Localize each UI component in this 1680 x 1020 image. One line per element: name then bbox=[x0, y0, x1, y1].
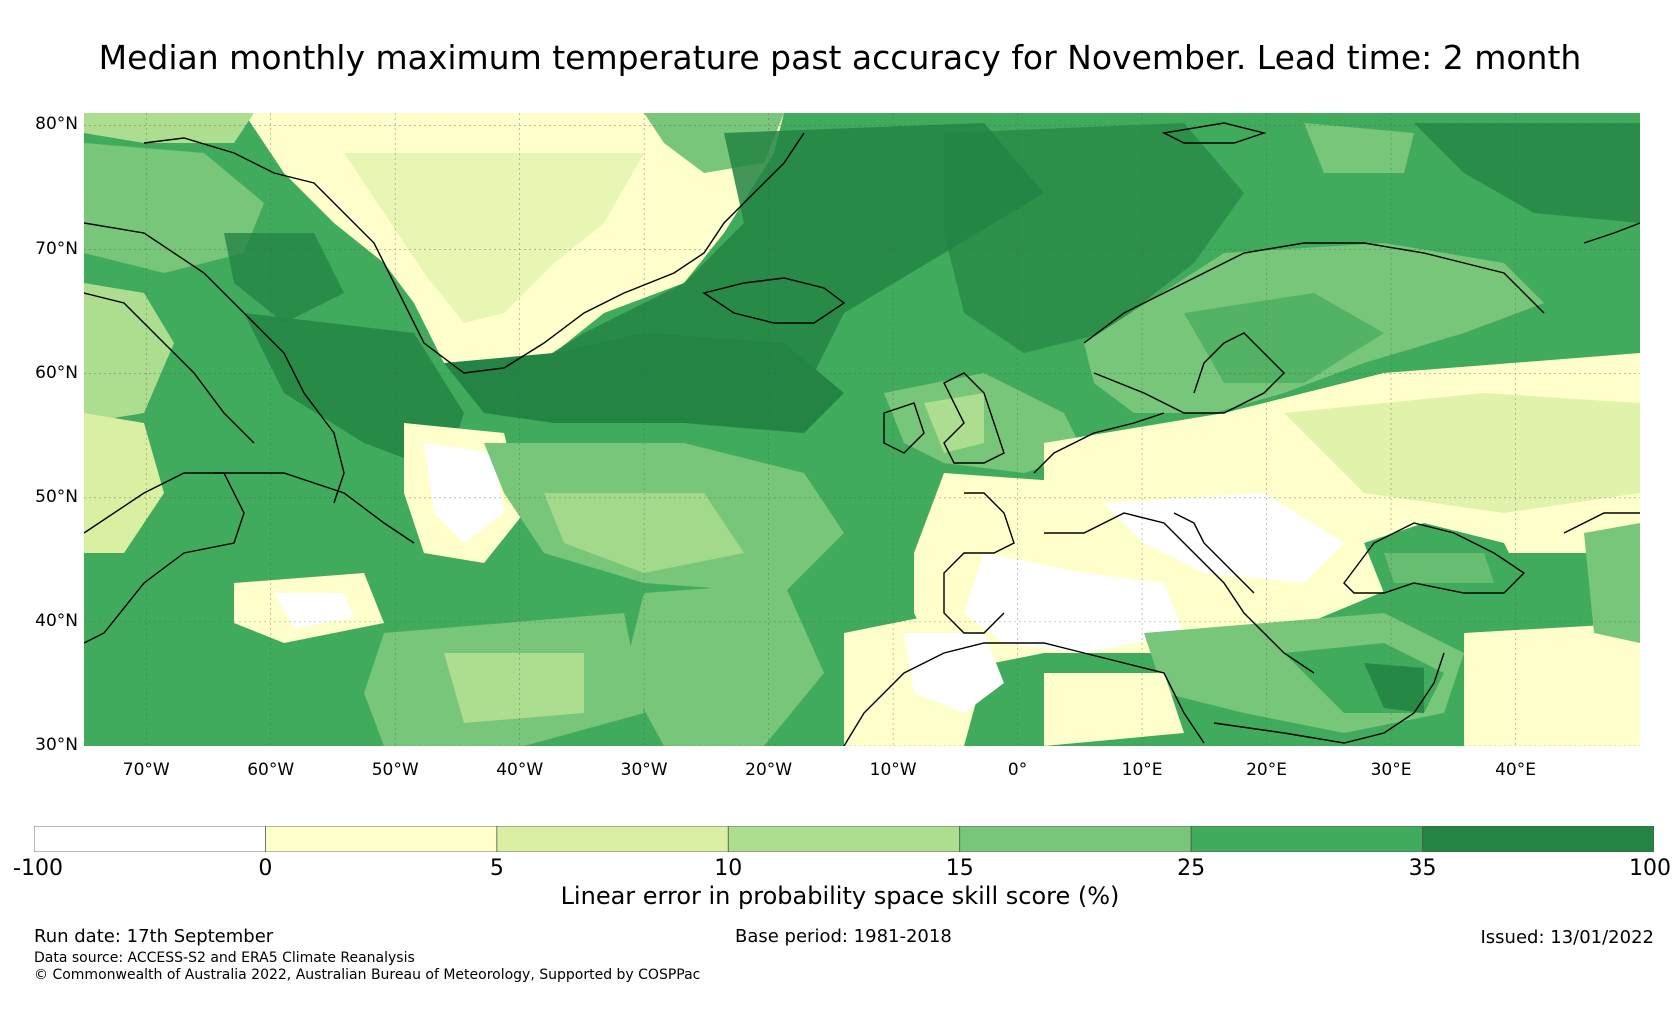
colorbar-tick-label: 35 bbox=[1408, 856, 1437, 881]
longitude-label: 70°W bbox=[122, 760, 170, 780]
longitude-label: 40°W bbox=[496, 760, 544, 780]
colorbar-segment bbox=[496, 826, 729, 852]
longitude-label: 30°W bbox=[620, 760, 668, 780]
longitude-label: 50°W bbox=[371, 760, 419, 780]
issued-date: Issued: 13/01/2022 bbox=[1480, 927, 1654, 948]
longitude-label: 60°W bbox=[247, 760, 295, 780]
longitude-label: 10°E bbox=[1121, 760, 1163, 780]
coastlines bbox=[84, 122, 1640, 746]
skill-score-map bbox=[84, 113, 1640, 746]
longitude-label: 10°W bbox=[869, 760, 917, 780]
colorbar bbox=[34, 826, 1654, 852]
latitude-label: 60°N bbox=[35, 362, 78, 383]
colorbar-segment bbox=[959, 826, 1192, 852]
longitude-label: 40°E bbox=[1495, 760, 1536, 780]
latitude-label: 80°N bbox=[35, 114, 78, 135]
longitude-label: 30°E bbox=[1370, 760, 1412, 780]
longitude-label: 20°W bbox=[745, 760, 793, 780]
graticule bbox=[84, 113, 1640, 746]
colorbar-tick-label: 5 bbox=[489, 856, 504, 881]
longitude-label: 20°E bbox=[1246, 760, 1287, 780]
longitude-label: 0° bbox=[1007, 760, 1028, 780]
data-source: Data source: ACCESS-S2 and ERA5 Climate … bbox=[34, 950, 415, 966]
colorbar-segment bbox=[34, 826, 266, 852]
colorbar-segment bbox=[727, 826, 961, 852]
skill-score-field bbox=[84, 113, 1640, 746]
colorbar-tick-label: 10 bbox=[714, 856, 743, 881]
colorbar-tick-label: 25 bbox=[1177, 856, 1206, 881]
colorbar-segment bbox=[265, 826, 498, 852]
copyright: © Commonwealth of Australia 2022, Austra… bbox=[34, 967, 701, 983]
colorbar-tick-label: 100 bbox=[1629, 856, 1671, 881]
map-title: Median monthly maximum temperature past … bbox=[98, 38, 1582, 77]
base-period: Base period: 1981-2018 bbox=[735, 926, 952, 947]
colorbar-tick-label: 15 bbox=[945, 856, 974, 881]
colorbar-tick-label: -100 bbox=[13, 856, 63, 881]
colorbar-segment bbox=[1190, 826, 1423, 852]
run-date: Run date: 17th September bbox=[34, 926, 274, 947]
colorbar-label: Linear error in probability space skill … bbox=[560, 882, 1120, 910]
latitude-label: 50°N bbox=[35, 486, 78, 507]
latitude-label: 70°N bbox=[35, 238, 78, 259]
latitude-label: 40°N bbox=[35, 610, 78, 631]
latitude-label: 30°N bbox=[35, 735, 78, 755]
colorbar-segment bbox=[1422, 826, 1654, 852]
colorbar-tick-label: 0 bbox=[258, 856, 273, 881]
